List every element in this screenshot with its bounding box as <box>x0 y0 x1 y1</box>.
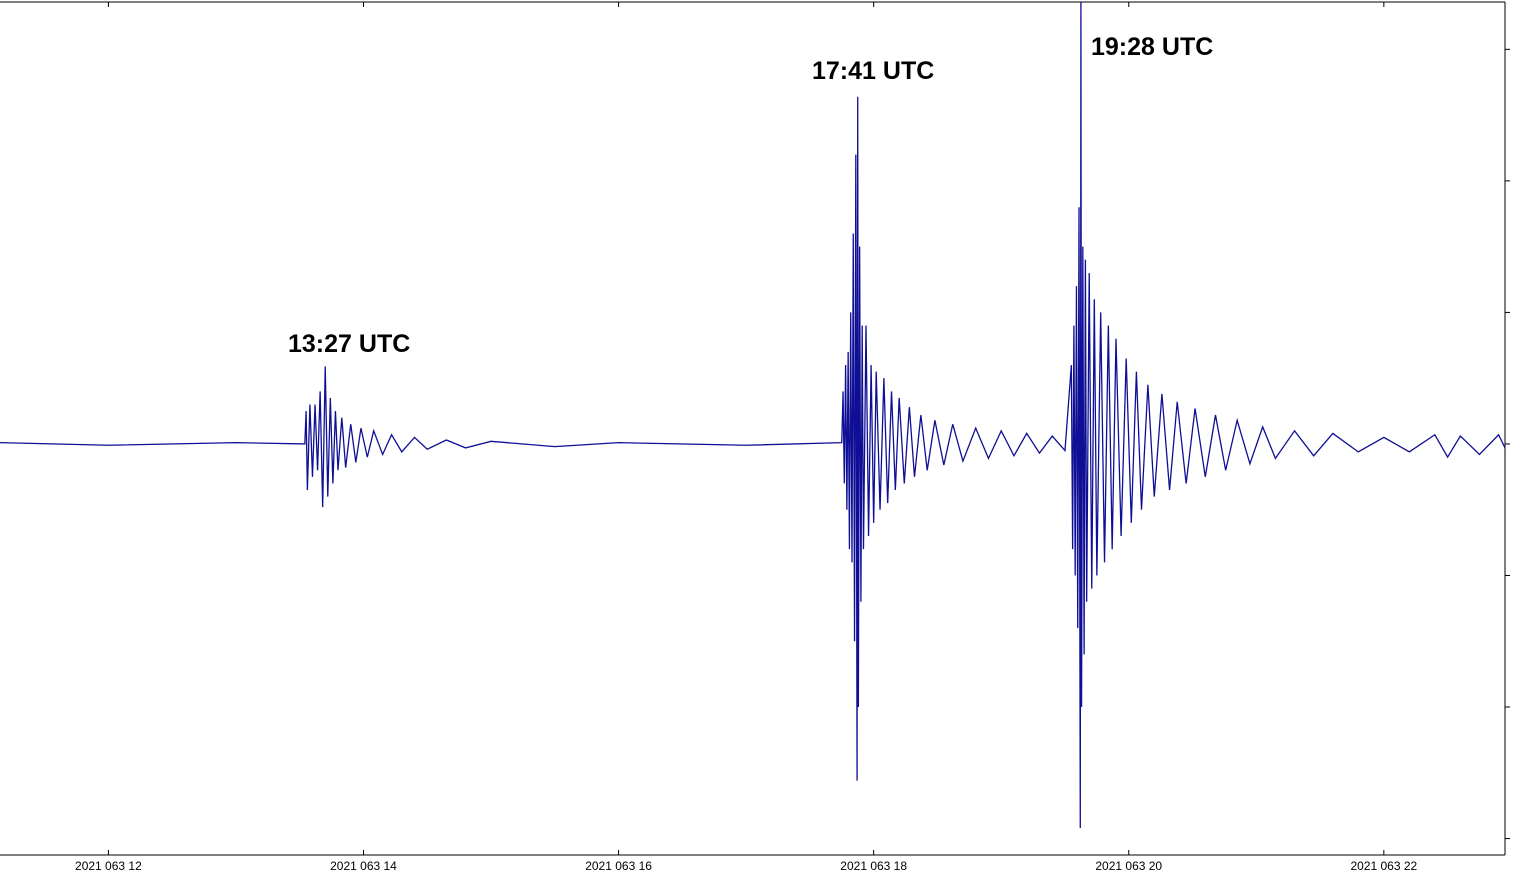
event-annotation: 19:28 UTC <box>1091 33 1213 61</box>
event-annotation: 13:27 UTC <box>288 330 410 358</box>
x-tick-label: 2021 063 18 <box>840 859 907 873</box>
x-tick-label: 2021 063 14 <box>330 859 397 873</box>
waveform <box>0 1 1506 829</box>
x-tick-label: 2021 063 22 <box>1350 859 1417 873</box>
x-tick-label: 2021 063 20 <box>1095 859 1162 873</box>
x-tick-label: 2021 063 12 <box>75 859 142 873</box>
event-annotation: 17:41 UTC <box>812 57 934 85</box>
x-tick-label: 2021 063 16 <box>585 859 652 873</box>
